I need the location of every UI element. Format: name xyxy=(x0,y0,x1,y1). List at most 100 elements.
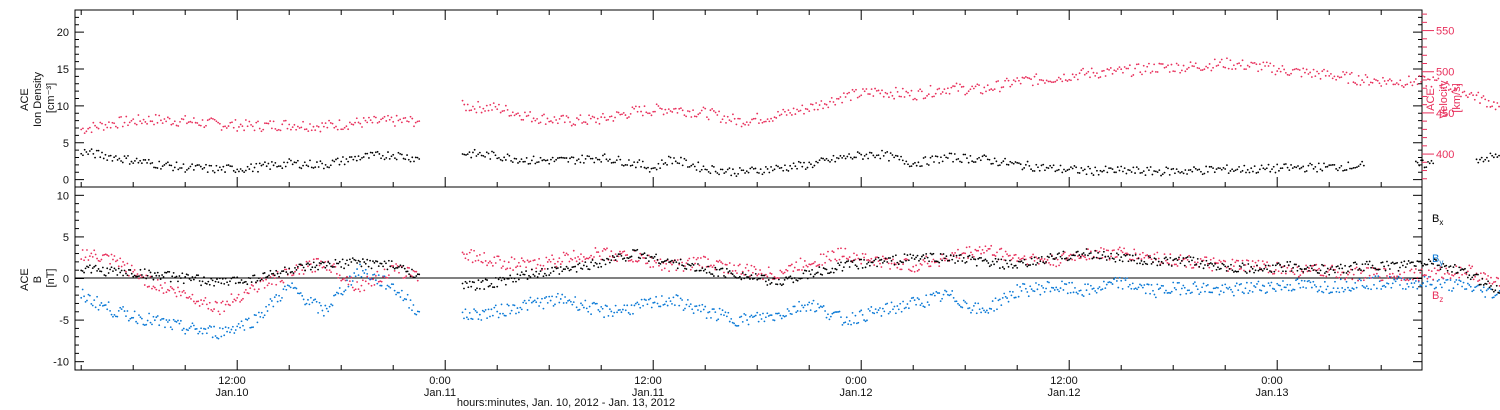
velocity-point xyxy=(526,115,528,117)
density-point xyxy=(295,162,297,164)
density-point xyxy=(268,163,270,165)
bz-point xyxy=(83,259,85,261)
density-point xyxy=(633,161,635,163)
velocity-point xyxy=(588,114,590,116)
velocity-point xyxy=(1247,65,1249,67)
density-point xyxy=(812,166,814,168)
velocity-point xyxy=(736,124,738,126)
velocity-point xyxy=(396,115,398,117)
density-point xyxy=(800,162,802,164)
by-point xyxy=(1294,289,1296,291)
by-point xyxy=(112,316,114,318)
by-point xyxy=(691,308,693,310)
velocity-point xyxy=(580,114,582,116)
by-point xyxy=(914,299,916,301)
density-point xyxy=(673,157,675,159)
by-point xyxy=(920,304,922,306)
density-point xyxy=(1080,167,1082,169)
by-point xyxy=(1104,287,1106,289)
velocity-point xyxy=(1074,76,1076,78)
density-point xyxy=(1120,166,1122,168)
bz-point xyxy=(138,278,140,280)
velocity-point xyxy=(1372,82,1374,84)
density-point xyxy=(1037,166,1039,168)
by-point xyxy=(483,311,485,313)
by-point xyxy=(1073,291,1075,293)
by-point xyxy=(1084,283,1086,285)
bz-point xyxy=(95,254,97,256)
bz-point xyxy=(293,274,295,276)
velocity-point xyxy=(521,119,523,121)
density-point xyxy=(1311,164,1313,166)
density-point xyxy=(214,172,216,174)
by-point xyxy=(1106,284,1108,286)
by-point xyxy=(1457,283,1459,285)
velocity-point xyxy=(801,104,803,106)
density-point xyxy=(1160,175,1162,177)
velocity-point xyxy=(465,110,467,112)
by-point xyxy=(1008,301,1010,303)
by-point xyxy=(1480,289,1482,291)
bz-point xyxy=(187,297,189,299)
density-point xyxy=(389,158,391,160)
velocity-point xyxy=(139,120,141,122)
by-point xyxy=(655,296,657,298)
velocity-point xyxy=(1080,69,1082,71)
velocity-point xyxy=(229,122,231,124)
velocity-point xyxy=(628,116,630,118)
bz-point xyxy=(314,271,316,273)
by-point xyxy=(108,301,110,303)
velocity-point xyxy=(775,117,777,119)
velocity-point xyxy=(89,127,91,129)
by-point xyxy=(202,333,204,335)
by-point xyxy=(109,310,111,312)
by-point xyxy=(80,297,82,299)
density-point xyxy=(219,166,221,168)
density-point xyxy=(536,161,538,163)
velocity-point xyxy=(758,122,760,124)
density-point xyxy=(1313,168,1315,170)
velocity-point xyxy=(1361,79,1363,81)
bz-point xyxy=(229,304,231,306)
velocity-point xyxy=(1387,80,1389,82)
density-point xyxy=(1171,168,1173,170)
velocity-point xyxy=(488,110,490,112)
velocity-point xyxy=(1075,74,1077,76)
velocity-point xyxy=(632,106,634,108)
by-point xyxy=(1364,287,1366,289)
by-point xyxy=(697,309,699,311)
density-point xyxy=(794,165,796,167)
by-point xyxy=(743,313,745,315)
velocity-point xyxy=(1126,68,1128,70)
by-point xyxy=(1230,289,1232,291)
bz-point xyxy=(112,259,114,261)
bz-point xyxy=(384,269,386,271)
density-point xyxy=(1164,172,1166,174)
density-point xyxy=(801,166,803,168)
bz-point xyxy=(131,265,133,267)
by-point xyxy=(1094,290,1096,292)
density-point xyxy=(274,162,276,164)
density-point xyxy=(997,165,999,167)
velocity-point xyxy=(1242,59,1244,61)
density-point xyxy=(774,168,776,170)
density-point xyxy=(467,153,469,155)
velocity-point xyxy=(1008,80,1010,82)
velocity-point xyxy=(1375,79,1377,81)
bz-point xyxy=(349,280,351,282)
by-point xyxy=(400,296,402,298)
velocity-point xyxy=(964,94,966,96)
bz-point xyxy=(171,287,173,289)
velocity-point xyxy=(349,122,351,124)
by-point xyxy=(829,319,831,321)
by-point xyxy=(688,305,690,307)
velocity-point xyxy=(893,98,895,100)
by-point xyxy=(1081,294,1083,296)
velocity-point xyxy=(1380,85,1382,87)
velocity-point xyxy=(238,126,240,128)
density-point xyxy=(1146,167,1148,169)
density-point xyxy=(387,151,389,153)
bz-point xyxy=(387,277,389,279)
velocity-point xyxy=(1328,75,1330,77)
by-point xyxy=(992,300,994,302)
